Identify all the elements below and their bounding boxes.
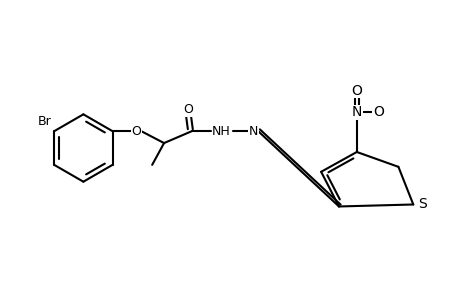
Text: NH: NH <box>212 125 230 138</box>
Text: N: N <box>248 125 257 138</box>
Text: N: N <box>351 105 361 119</box>
Text: O: O <box>183 103 192 116</box>
Text: O: O <box>351 84 362 98</box>
Text: Br: Br <box>37 115 51 128</box>
Text: S: S <box>417 197 426 212</box>
Text: O: O <box>372 105 383 119</box>
Text: O: O <box>131 125 141 138</box>
